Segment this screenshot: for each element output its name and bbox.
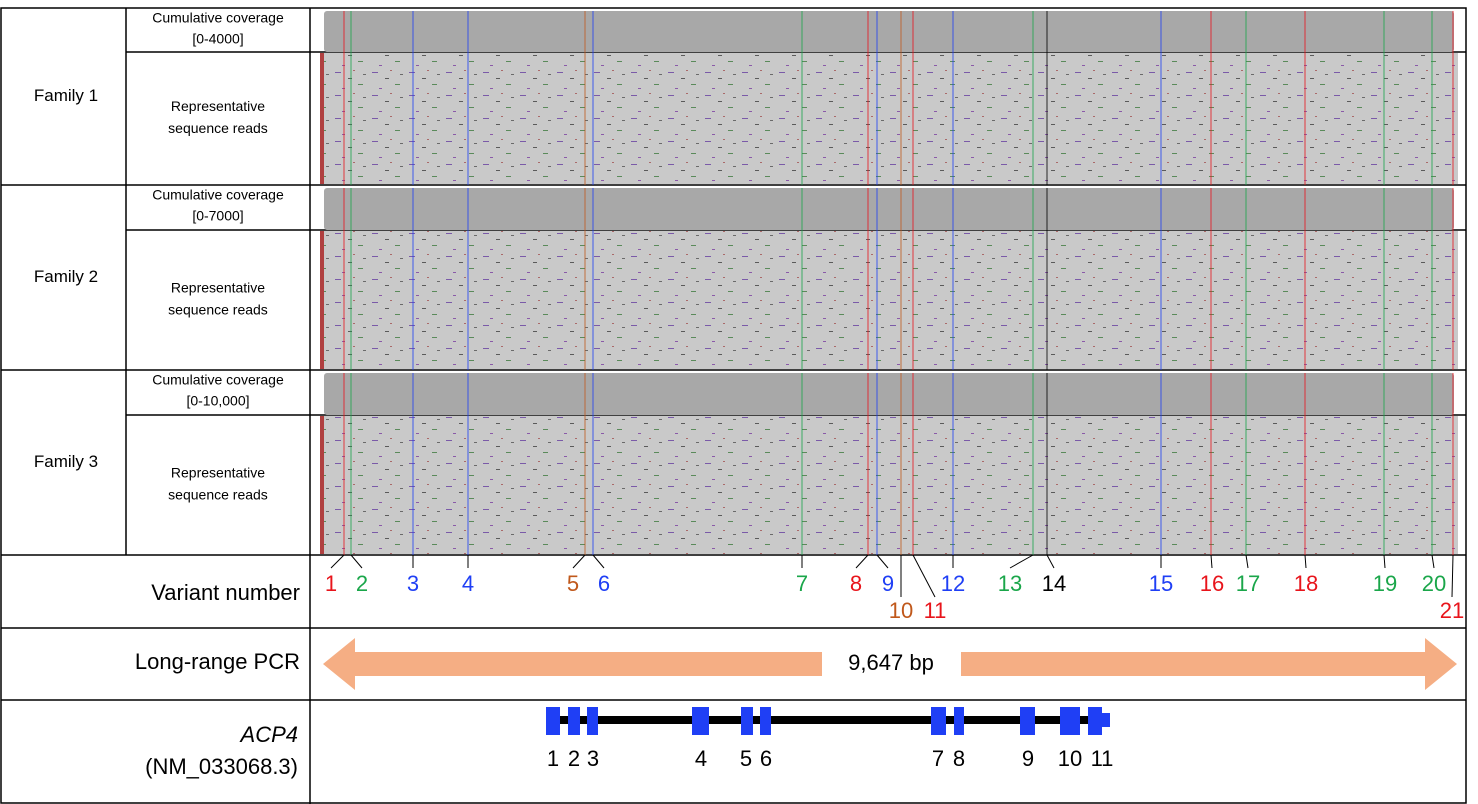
variant-pointer (1246, 555, 1248, 568)
variant-pointer (913, 555, 935, 597)
variant-pointer (1305, 555, 1306, 568)
exon-number: 10 (1058, 746, 1082, 771)
variant-number: 11 (924, 598, 947, 623)
variant-pointer (1211, 555, 1212, 568)
variant-number: 19 (1373, 571, 1397, 596)
variant-number: 4 (462, 571, 474, 596)
exon-number: 9 (1022, 746, 1034, 771)
variant-number: 16 (1200, 571, 1224, 596)
variant-number: 18 (1294, 571, 1318, 596)
exon-number: 3 (587, 746, 599, 771)
variant-row-label: Variant number (151, 580, 300, 605)
variant-number: 10 (889, 598, 913, 623)
gene-name: ACP4 (239, 722, 298, 747)
coverage-label: Cumulative coverage (152, 10, 284, 26)
variant-pointer (1384, 555, 1385, 568)
coverage-label: Cumulative coverage (152, 372, 284, 388)
variant-number: 17 (1236, 571, 1260, 596)
reads-label: sequence reads (168, 120, 268, 136)
variant-number: 7 (796, 571, 808, 596)
exon (954, 707, 964, 735)
reads-label: sequence reads (168, 302, 268, 318)
exon-number: 1 (547, 746, 559, 771)
reads-track (320, 416, 1458, 554)
variant-number: 1 (325, 571, 337, 596)
exon-number: 11 (1091, 746, 1114, 771)
variant-number: 6 (598, 571, 610, 596)
variant-pointer (856, 555, 868, 568)
variant-pointer (351, 555, 362, 568)
variant-number: 15 (1149, 571, 1173, 596)
variant-number: 2 (356, 571, 368, 596)
variant-number: 14 (1042, 571, 1066, 596)
variant-pointer (573, 555, 585, 568)
exon-tail (1102, 713, 1110, 727)
exon (546, 707, 560, 735)
exon (568, 707, 580, 735)
coverage-range: [0-10,000] (186, 393, 249, 409)
pcr-row-label: Long-range PCR (135, 649, 300, 674)
reads-track (320, 231, 1458, 369)
coverage-track (324, 188, 1454, 230)
exon-number: 6 (760, 746, 772, 771)
exon (760, 707, 771, 735)
variant-pointer (331, 555, 344, 568)
reads-track (320, 53, 1458, 184)
reads-edge (320, 231, 324, 369)
reads-label: Representative (171, 280, 265, 296)
reads-edge (320, 416, 324, 554)
variant-pointer (1047, 555, 1054, 568)
pcr-length: 9,647 bp (848, 650, 934, 675)
variant-pointer (877, 555, 888, 568)
reads-edge (320, 53, 324, 184)
reads-label: sequence reads (168, 487, 268, 503)
exon (1060, 707, 1080, 735)
coverage-range: [0-7000] (192, 208, 243, 224)
variant-pointer (593, 555, 604, 568)
exon (741, 707, 753, 735)
figure: Variant number Long-range PCR ACP4 (NM_0… (0, 0, 1478, 804)
variant-number: 8 (850, 571, 862, 596)
variant-pointer (1010, 555, 1033, 568)
variant-number: 12 (941, 571, 965, 596)
variant-number: 20 (1422, 571, 1446, 596)
variant-pointer (1452, 555, 1453, 597)
pcr-arrow-left (323, 638, 822, 690)
reads-label: Representative (171, 98, 265, 114)
variant-number: 13 (998, 571, 1022, 596)
variant-number: 21 (1440, 598, 1464, 623)
exon-number: 7 (932, 746, 944, 771)
exon-number: 5 (740, 746, 752, 771)
gene-accession: (NM_033068.3) (145, 754, 298, 779)
variant-number: 5 (567, 571, 579, 596)
exon-number: 4 (695, 746, 707, 771)
exon-number: 8 (953, 746, 965, 771)
coverage-range: [0-4000] (192, 31, 243, 47)
family-label: Family 3 (34, 452, 98, 471)
exon (931, 707, 946, 735)
reads-label: Representative (171, 465, 265, 481)
exon-number: 2 (568, 746, 580, 771)
family-label: Family 2 (34, 267, 98, 286)
exon (1088, 707, 1102, 735)
variant-number: 9 (882, 571, 894, 596)
family-label: Family 1 (34, 86, 98, 105)
coverage-track (324, 11, 1454, 52)
exon (1020, 707, 1035, 735)
exon (587, 707, 598, 735)
variant-pointer (1432, 555, 1434, 568)
pcr-arrow-right (961, 638, 1457, 690)
variant-number: 3 (407, 571, 419, 596)
exon (692, 707, 709, 735)
coverage-track (324, 373, 1454, 415)
coverage-label: Cumulative coverage (152, 187, 284, 203)
